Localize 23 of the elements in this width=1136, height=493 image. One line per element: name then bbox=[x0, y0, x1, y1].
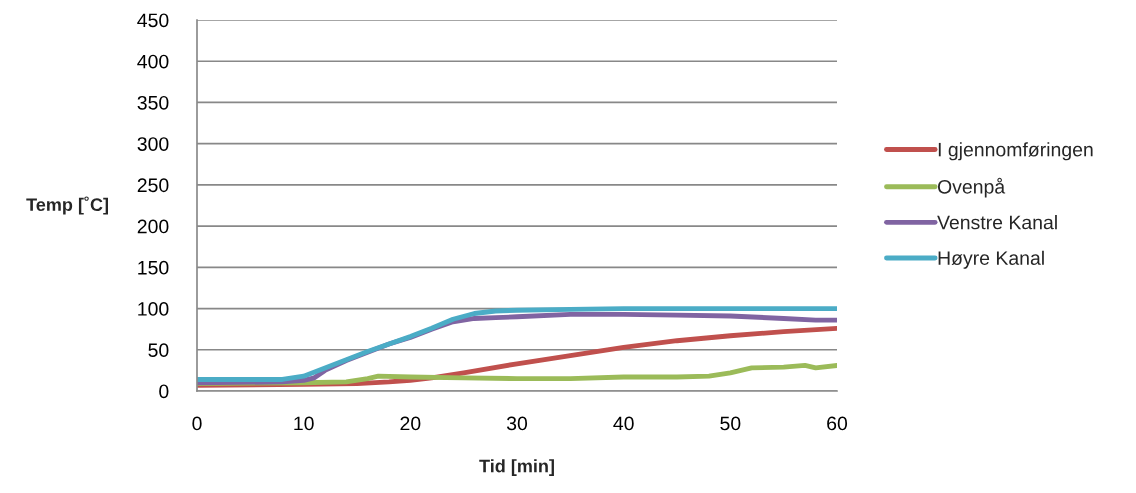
legend-label: Høyre Kanal bbox=[938, 250, 1044, 269]
x-tick-label: 20 bbox=[400, 416, 421, 431]
legend-label: Ovenpå bbox=[937, 177, 1006, 198]
x-tick-label: 30 bbox=[506, 416, 528, 431]
legend-label: Venstre Kanal bbox=[937, 215, 1057, 230]
x-tick-label: 60 bbox=[827, 416, 848, 431]
y-tick-label: 250 bbox=[137, 178, 169, 193]
x-tick-label: 10 bbox=[294, 416, 314, 431]
y-tick-label: 0 bbox=[159, 384, 169, 399]
y-tick-label: 200 bbox=[137, 219, 169, 234]
y-tick-label: 100 bbox=[138, 302, 169, 316]
x-axis-title: Tid [min] bbox=[479, 459, 554, 476]
x-tick-label: 40 bbox=[613, 416, 634, 431]
y-tick-label: 350 bbox=[137, 95, 169, 110]
y-tick-label: 300 bbox=[137, 137, 169, 151]
y-tick-label: 450 bbox=[137, 13, 169, 28]
y-tick-label: 150 bbox=[138, 260, 169, 275]
y-axis-title: Temp [˚C] bbox=[26, 196, 108, 215]
x-tick-label: 50 bbox=[720, 416, 741, 431]
legend-label: I gjennomføringen bbox=[938, 142, 1093, 161]
x-tick-label: 0 bbox=[192, 416, 202, 431]
y-tick-label: 400 bbox=[137, 54, 169, 69]
y-tick-label: 50 bbox=[148, 343, 169, 358]
